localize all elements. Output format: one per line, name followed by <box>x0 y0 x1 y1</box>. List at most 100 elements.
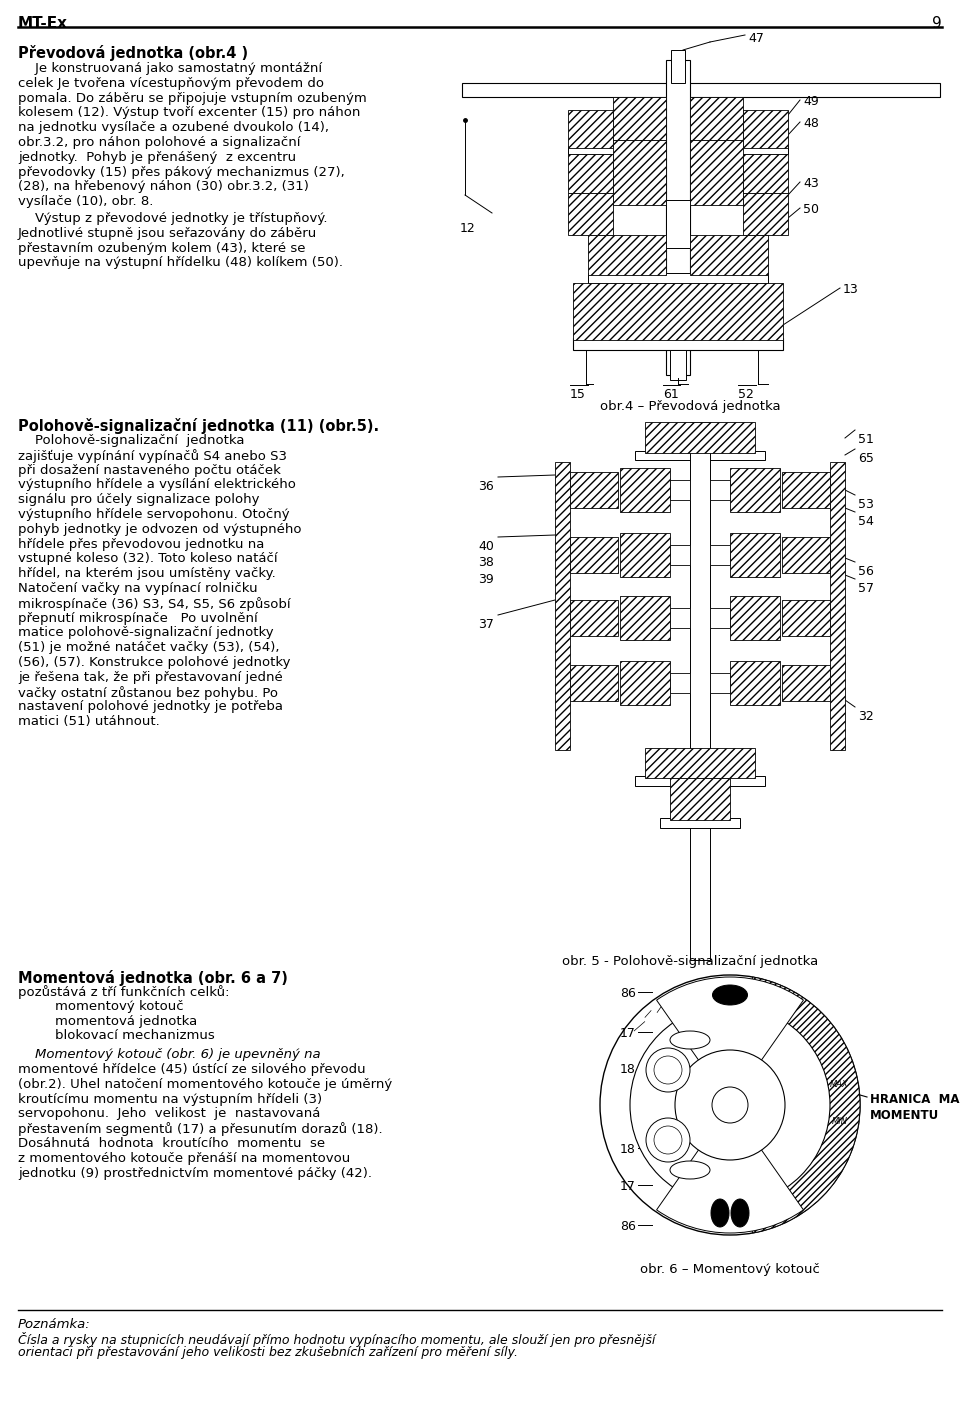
Text: nastavení polohové jednotky je potřeba: nastavení polohové jednotky je potřeba <box>18 701 283 713</box>
Text: (28), na hřebenový náhon (30) obr.3.2, (31): (28), na hřebenový náhon (30) obr.3.2, (… <box>18 180 309 194</box>
Text: 39: 39 <box>478 573 493 585</box>
Text: na jednotku vysílače a ozubené dvoukolo (14),: na jednotku vysílače a ozubené dvoukolo … <box>18 121 329 135</box>
Bar <box>570 600 618 636</box>
Bar <box>671 51 685 83</box>
Bar <box>588 272 768 284</box>
Text: upevňuje na výstupní hřídelku (48) kolíkem (50).: upevňuje na výstupní hřídelku (48) kolík… <box>18 257 343 270</box>
Circle shape <box>654 1126 682 1154</box>
Bar <box>613 97 666 140</box>
Text: výstupního hřídele servopohonu. Otočný: výstupního hřídele servopohonu. Otočný <box>18 508 290 521</box>
Bar <box>568 146 666 154</box>
Text: Poznámka:: Poznámka: <box>18 1318 91 1331</box>
Text: přestavním ozubeným kolem (43), které se: přestavním ozubeným kolem (43), které se <box>18 241 305 254</box>
Bar <box>620 534 670 577</box>
Text: 52: 52 <box>738 388 754 402</box>
Text: orientaci při přestavování jeho velikosti bez zkušebních zařízení pro měření síl: orientaci při přestavování jeho velikost… <box>18 1346 518 1359</box>
Bar <box>670 608 690 628</box>
Text: přepnutí mikrospínače   Po uvolnění: přepnutí mikrospínače Po uvolnění <box>18 612 257 625</box>
Text: 40: 40 <box>478 541 493 553</box>
Ellipse shape <box>711 1199 729 1227</box>
Text: jednotky.  Pohyb je přenášený  z excentru: jednotky. Pohyb je přenášený z excentru <box>18 150 296 164</box>
Text: obr.4 – Převodová jednotka: obr.4 – Převodová jednotka <box>600 400 780 413</box>
Bar <box>710 480 730 500</box>
Bar <box>568 154 613 192</box>
Text: kolesem (12). Výstup tvoří excenter (15) pro náhon: kolesem (12). Výstup tvoří excenter (15)… <box>18 107 360 119</box>
Bar <box>710 545 730 564</box>
Bar <box>568 192 613 234</box>
Text: Převodová jednotka (obr.4 ): Převodová jednotka (obr.4 ) <box>18 45 248 60</box>
Bar <box>573 338 783 350</box>
Text: pohyb jednotky je odvozen od výstupného: pohyb jednotky je odvozen od výstupného <box>18 522 301 536</box>
Text: 17: 17 <box>620 1026 636 1040</box>
Text: Čísla a rysky na stupnicích neudávají přímo hodnotu vypínacího momentu, ale slou: Čísla a rysky na stupnicích neudávají př… <box>18 1332 656 1346</box>
Bar <box>666 199 690 249</box>
Text: momentový kotouč: momentový kotouč <box>55 1000 183 1012</box>
Bar <box>670 350 686 380</box>
Text: blokovací mechanizmus: blokovací mechanizmus <box>55 1029 215 1042</box>
Text: MOMENTU: MOMENTU <box>870 1109 939 1122</box>
Text: výstupního hřídele a vysílání elektrického: výstupního hřídele a vysílání elektrické… <box>18 479 296 491</box>
Text: 57: 57 <box>858 583 874 595</box>
Bar <box>730 468 780 512</box>
Text: 47: 47 <box>748 32 764 45</box>
Text: obr. 6 – Momentový kotouč: obr. 6 – Momentový kotouč <box>640 1264 820 1276</box>
Text: 54: 54 <box>858 515 874 528</box>
Bar <box>573 284 783 340</box>
Text: 86: 86 <box>620 1220 636 1233</box>
Text: (56), (57). Konstrukce polohové jednotky: (56), (57). Konstrukce polohové jednotky <box>18 656 291 668</box>
Bar <box>570 665 618 701</box>
Bar <box>710 673 730 694</box>
Text: momentové hřídelce (45) ústící ze silového převodu: momentové hřídelce (45) ústící ze silové… <box>18 1063 366 1075</box>
Text: 49: 49 <box>803 95 819 108</box>
Text: Natočení vačky na vypínací rolničku: Natočení vačky na vypínací rolničku <box>18 583 257 595</box>
Text: 56: 56 <box>858 564 874 578</box>
Text: 18: 18 <box>620 1143 636 1155</box>
Text: pomala. Do záběru se připojuje vstupním ozubeným: pomala. Do záběru se připojuje vstupním … <box>18 91 367 105</box>
Circle shape <box>600 974 860 1236</box>
Text: obr. 5 - Polohově-signalizační jednotka: obr. 5 - Polohově-signalizační jednotka <box>562 955 818 967</box>
Text: kroutícímu momentu na výstupním hřídeli (3): kroutícímu momentu na výstupním hřídeli … <box>18 1092 323 1105</box>
Bar <box>666 60 690 375</box>
Text: mikrospínače (36) S3, S4, S5, S6 způsobí: mikrospínače (36) S3, S4, S5, S6 způsobí <box>18 597 291 611</box>
Bar <box>620 661 670 705</box>
Text: 38: 38 <box>478 556 493 569</box>
Text: 15: 15 <box>570 388 586 402</box>
Bar <box>690 97 743 140</box>
Text: vačky ostatní zůstanou bez pohybu. Po: vačky ostatní zůstanou bez pohybu. Po <box>18 685 278 699</box>
Bar <box>743 192 788 234</box>
Text: Dosáhnutá  hodnota  kroutícího  momentu  se: Dosáhnutá hodnota kroutícího momentu se <box>18 1137 325 1150</box>
Bar <box>782 472 830 508</box>
Text: (obr.2). Uhel natočení momentového kotouče je úměrný: (obr.2). Uhel natočení momentového kotou… <box>18 1078 393 1091</box>
Bar <box>730 661 780 705</box>
Bar <box>690 234 768 275</box>
Text: matice polohově-signalizační jednotky: matice polohově-signalizační jednotky <box>18 626 274 639</box>
Ellipse shape <box>712 986 748 1005</box>
Text: Je konstruovaná jako samostatný montážní: Je konstruovaná jako samostatný montážní <box>18 62 323 74</box>
Text: 43: 43 <box>803 177 819 190</box>
Text: vstupné koleso (32). Toto koleso natáčí: vstupné koleso (32). Toto koleso natáčí <box>18 552 277 566</box>
Text: 50: 50 <box>803 204 819 216</box>
Bar <box>730 534 780 577</box>
Bar <box>670 778 730 820</box>
Text: 36: 36 <box>478 480 493 493</box>
Wedge shape <box>657 1105 804 1233</box>
Circle shape <box>630 1005 830 1205</box>
Text: Výstup z převodové jednotky je třístupňový.: Výstup z převodové jednotky je třístupňo… <box>18 212 327 225</box>
Circle shape <box>712 1087 748 1123</box>
Wedge shape <box>730 977 860 1233</box>
Bar <box>782 536 830 573</box>
Text: 65: 65 <box>858 452 874 465</box>
Text: Jednotlivé stupně jsou seřazovány do záběru: Jednotlivé stupně jsou seřazovány do záb… <box>18 227 317 240</box>
Bar <box>570 536 618 573</box>
Text: 48: 48 <box>803 117 819 131</box>
Bar <box>555 462 570 750</box>
Text: převodovky (15) přes pákový mechanizmus (27),: převodovky (15) přes pákový mechanizmus … <box>18 166 345 178</box>
Text: Polohově-signalizační jednotka (11) (obr.5).: Polohově-signalizační jednotka (11) (obr… <box>18 418 379 434</box>
Ellipse shape <box>670 1031 710 1049</box>
Text: 37: 37 <box>478 618 493 630</box>
Circle shape <box>646 1047 690 1092</box>
Text: 12: 12 <box>460 222 476 234</box>
Text: přestavením segmentů (17) a přesunutím dorazů (18).: přestavením segmentů (17) a přesunutím d… <box>18 1122 383 1136</box>
Text: 53: 53 <box>858 498 874 511</box>
Bar <box>830 462 845 750</box>
